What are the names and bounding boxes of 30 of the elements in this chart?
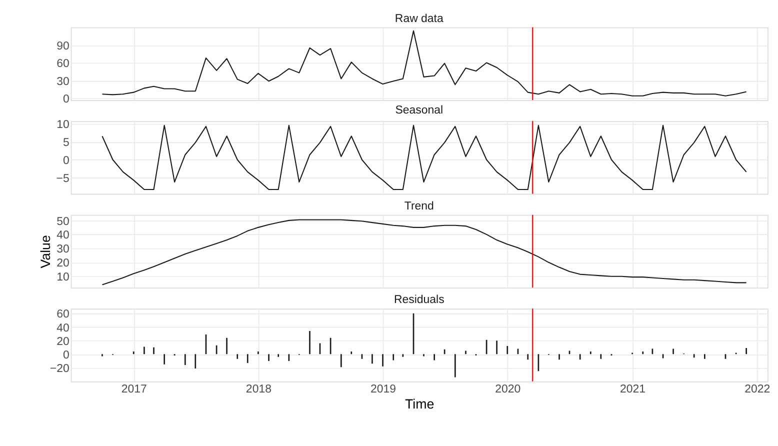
y-tick-label: 10 [56,272,70,284]
x-tick-label: 2019 [370,383,396,396]
y-tick-label: 40 [56,230,70,242]
y-tick-label: 0 [62,155,70,168]
y-tick-label: −5 [56,172,70,185]
x-tick-label: 2017 [121,383,147,396]
x-tick-label: 2020 [495,383,521,396]
y-tick-label: 10 [56,119,70,132]
y-tick-label: 20 [56,258,70,270]
chart-title: Residuals [394,294,445,306]
y-tick-label: 0 [62,94,70,106]
y-tick-label: 60 [56,58,70,70]
y-tick-label: 30 [56,76,70,88]
y-tick-label: 90 [56,40,70,52]
x-tick-label: 2021 [620,383,646,396]
chart-title: Trend [404,200,434,212]
y-tick-label: 40 [56,322,70,334]
y-tick-label: 60 [56,308,70,321]
y-tick-label: 5 [62,137,70,150]
y-tick-label: 30 [56,244,70,256]
x-tick-label: 2022 [744,383,770,396]
y-tick-label: 20 [56,336,70,348]
x-axis-title: Time [405,396,434,412]
y-axis-title: Value [38,235,53,268]
chart-title: Seasonal [395,104,444,116]
y-tick-label: 0 [62,349,70,362]
x-tick-label: 2018 [246,383,272,396]
y-tick-label: 50 [56,216,70,228]
chart-title: Raw data [394,12,444,25]
y-tick-label: −20 [50,363,70,376]
